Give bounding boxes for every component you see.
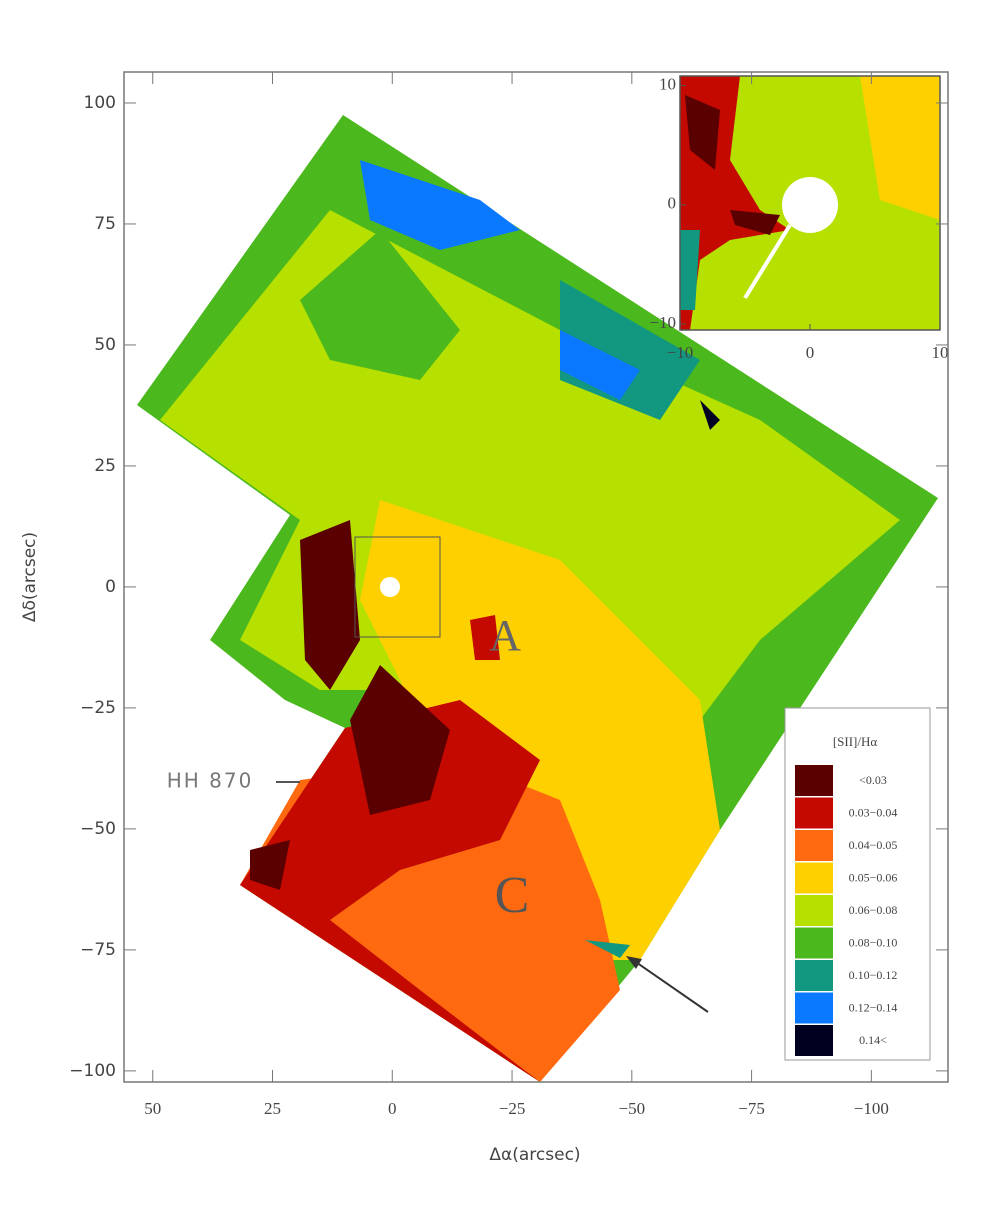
x-tick-label: 0 [388,1099,397,1118]
map-region [680,230,700,310]
legend-label: 0.12−0.14 [849,1000,898,1014]
map-region [360,500,720,960]
legend-swatch [795,765,833,796]
x-tick-label: −100 [854,1099,889,1118]
y-tick-label: 50 [94,335,116,355]
map-region [470,615,500,660]
legend-swatch [795,992,833,1024]
legend-label: 0.08−0.10 [849,935,898,949]
map-region [240,700,540,1082]
map-region [685,95,720,170]
legend-swatch [795,927,833,959]
x-tick-label: 50 [144,1099,161,1118]
legend-swatch [795,830,833,861]
map-region [300,520,360,690]
legend-swatch [795,1025,833,1056]
map-region [250,840,290,890]
arrow-head [626,956,642,969]
legend-label: 0.06−0.08 [849,903,898,917]
y-tick-label: 100 [84,93,116,113]
y-tick-label: −100 [69,1061,116,1081]
inset-x-tick-label: 10 [932,343,949,362]
inset-y-tick-label: 0 [668,194,677,213]
map-region [360,160,520,250]
inset-source [782,177,838,233]
legend-label: 0.03−0.04 [849,805,898,819]
annotation: C [495,867,530,924]
plot-frame [123,71,949,1083]
legend-label: <0.03 [859,773,887,787]
inset-streak [743,223,792,300]
map-region [585,940,630,958]
map-region [700,400,720,430]
source-marker [380,577,400,597]
inset-x-tick-label: −10 [667,343,694,362]
map-region [860,76,940,220]
map-region [350,665,450,815]
y-tick-label: −25 [80,698,116,718]
y-tick-label: 25 [94,456,116,476]
map-region [300,230,460,380]
x-axis-label: Δα(arcsec) [489,1145,580,1165]
legend-title: [SII]/Hα [833,734,878,749]
y-tick-label: 0 [105,577,116,597]
inset-x-tick-label: 0 [806,343,815,362]
y-tick-label: 75 [94,214,116,234]
legend-swatch [795,895,833,926]
inset-y-tick-label: 10 [659,74,676,93]
legend-label: 0.05−0.06 [849,870,898,884]
legend-label: 0.04−0.05 [849,838,898,852]
zoom-box [354,536,441,638]
legend-label: 0.14< [859,1033,887,1047]
x-tick-label: −25 [499,1099,526,1118]
arrow [629,957,709,1013]
inset-y-tick-label: −10 [649,313,676,332]
legend-label: 0.10−0.12 [849,968,898,982]
x-tick-label: 25 [264,1099,281,1118]
x-tick-label: −50 [619,1099,646,1118]
y-tick-label: −75 [80,940,116,960]
annotation: HH 870 [167,769,254,793]
y-tick-label: −50 [80,819,116,839]
map-region [730,210,780,235]
map-region [560,330,640,400]
legend-swatch [795,797,833,829]
annotation: A [489,611,521,660]
legend-swatch [795,862,833,894]
x-tick-label: −75 [738,1099,765,1118]
legend-swatch [795,960,833,991]
y-axis-label: Δδ(arcsec) [20,532,40,622]
